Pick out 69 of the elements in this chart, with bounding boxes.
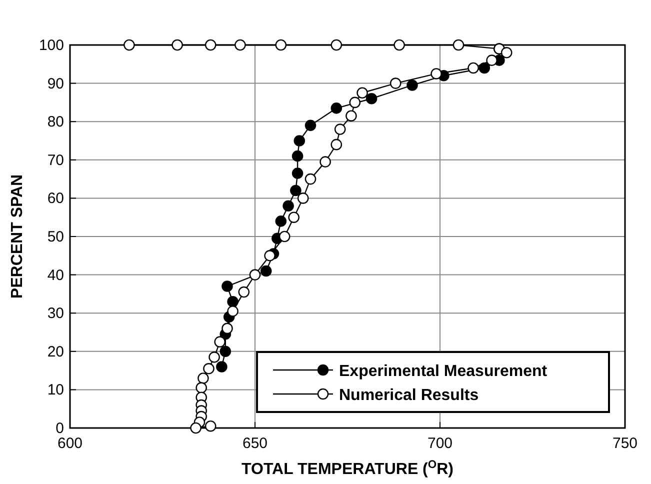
- point: [208, 352, 220, 363]
- point: [198, 372, 209, 384]
- point: [394, 39, 405, 51]
- y-tick-label: 60: [47, 190, 64, 208]
- point: [290, 184, 302, 196]
- point: [124, 39, 135, 51]
- point: [196, 382, 207, 394]
- legend-label: Numerical Results: [339, 387, 479, 404]
- x-tick-label: 650: [242, 435, 268, 452]
- point: [304, 173, 316, 185]
- point: [366, 92, 378, 104]
- point: [190, 422, 202, 434]
- point: [356, 87, 368, 99]
- point: [390, 78, 402, 89]
- x-tick-label: 700: [427, 435, 453, 452]
- point: [330, 102, 342, 114]
- point: [297, 192, 309, 204]
- point: [406, 80, 418, 91]
- point: [334, 124, 346, 135]
- y-axis-title: PERCENT SPAN: [9, 174, 26, 299]
- point: [249, 269, 261, 280]
- point: [204, 39, 216, 51]
- point: [275, 216, 287, 227]
- point: [346, 110, 357, 122]
- point: [486, 54, 498, 66]
- y-tick-label: 90: [47, 75, 64, 92]
- point: [292, 150, 304, 162]
- point: [288, 212, 300, 223]
- point: [500, 47, 512, 58]
- point: [203, 363, 214, 374]
- point: [452, 39, 464, 51]
- point: [204, 420, 216, 432]
- point: [349, 96, 361, 108]
- point: [214, 336, 226, 348]
- y-tick-label: 20: [47, 343, 64, 360]
- point: [294, 135, 306, 146]
- point: [264, 250, 276, 262]
- point: [222, 280, 233, 292]
- point: [304, 120, 316, 132]
- point: [172, 39, 183, 51]
- point: [238, 286, 250, 298]
- point: [216, 361, 228, 372]
- y-tick-label: 10: [47, 382, 64, 399]
- point: [260, 265, 272, 277]
- x-tick-label: 600: [57, 435, 83, 452]
- point: [275, 39, 287, 51]
- y-tick-label: 0: [56, 420, 64, 437]
- point: [222, 322, 233, 334]
- point: [234, 39, 246, 51]
- y-tick-label: 70: [47, 152, 64, 169]
- point: [227, 306, 238, 317]
- point: [330, 39, 342, 51]
- point: [330, 138, 342, 150]
- point: [430, 68, 442, 80]
- x-axis-title: TOTAL TEMPERATURE ($^{O}$R): [242, 459, 454, 478]
- y-tick-label: 40: [47, 266, 64, 284]
- y-tick-label: 30: [47, 305, 64, 322]
- y-tick-label: 50: [47, 228, 64, 246]
- point: [320, 156, 331, 168]
- y-tick-label: 80: [47, 114, 64, 131]
- point: [478, 62, 490, 74]
- point: [468, 62, 479, 74]
- x-tick-label: 750: [612, 435, 638, 452]
- legend-label: Experimental Measurement: [339, 363, 548, 380]
- point: [292, 168, 304, 179]
- point: [278, 230, 290, 242]
- y-tick-label: 100: [38, 37, 64, 54]
- point: [282, 200, 294, 212]
- point: [220, 346, 232, 358]
